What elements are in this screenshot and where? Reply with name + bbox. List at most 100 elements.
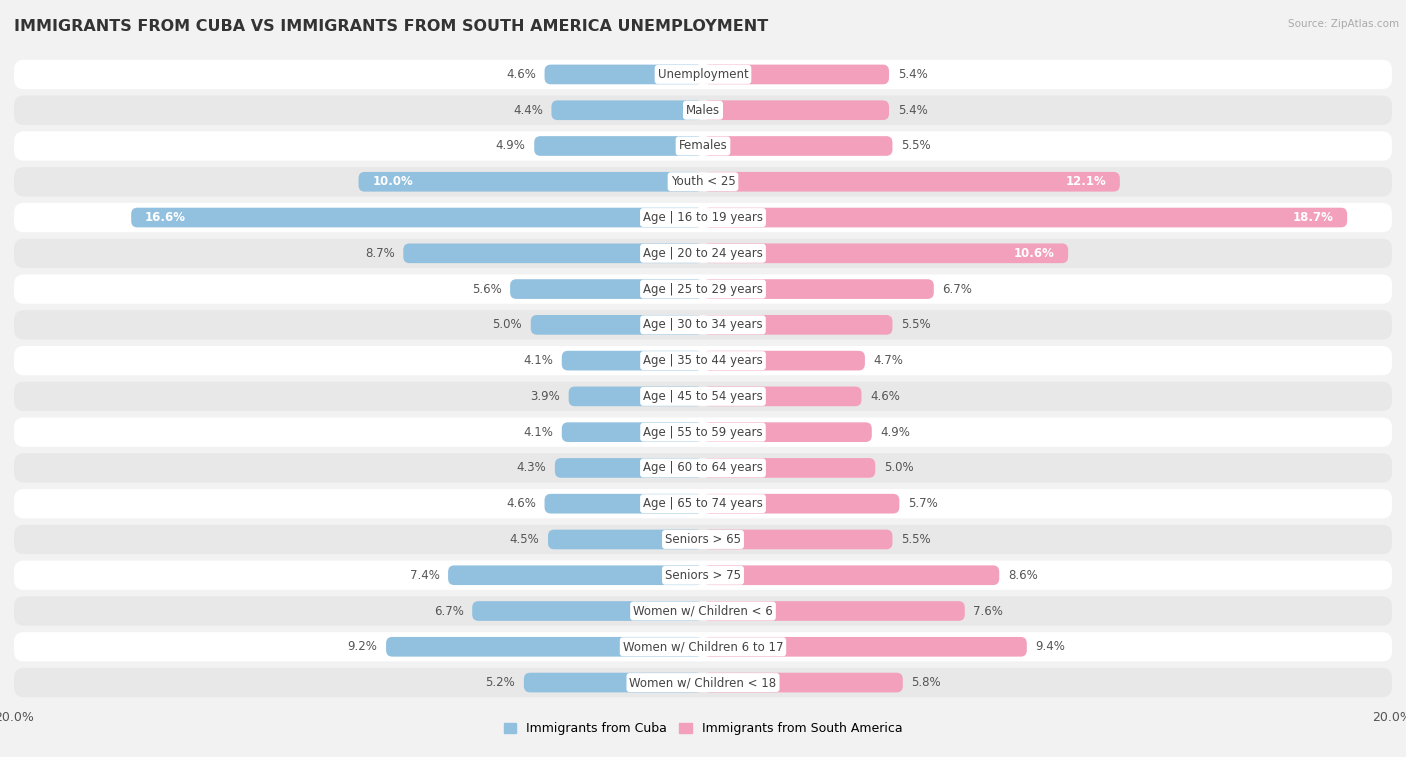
Text: Age | 25 to 29 years: Age | 25 to 29 years bbox=[643, 282, 763, 295]
FancyBboxPatch shape bbox=[703, 422, 872, 442]
Text: 3.9%: 3.9% bbox=[530, 390, 560, 403]
Text: 4.6%: 4.6% bbox=[870, 390, 900, 403]
FancyBboxPatch shape bbox=[703, 172, 1119, 192]
FancyBboxPatch shape bbox=[14, 346, 1392, 375]
Text: 4.6%: 4.6% bbox=[506, 497, 536, 510]
FancyBboxPatch shape bbox=[14, 274, 1392, 304]
Text: 6.7%: 6.7% bbox=[433, 605, 464, 618]
Text: Women w/ Children < 18: Women w/ Children < 18 bbox=[630, 676, 776, 689]
FancyBboxPatch shape bbox=[534, 136, 703, 156]
Text: Females: Females bbox=[679, 139, 727, 152]
Text: 16.6%: 16.6% bbox=[145, 211, 186, 224]
Text: 4.1%: 4.1% bbox=[523, 354, 553, 367]
Text: 10.0%: 10.0% bbox=[373, 176, 413, 188]
FancyBboxPatch shape bbox=[510, 279, 703, 299]
FancyBboxPatch shape bbox=[131, 207, 703, 227]
Text: Age | 30 to 34 years: Age | 30 to 34 years bbox=[643, 319, 763, 332]
Text: 8.6%: 8.6% bbox=[1008, 569, 1038, 581]
FancyBboxPatch shape bbox=[359, 172, 703, 192]
Text: 9.2%: 9.2% bbox=[347, 640, 377, 653]
FancyBboxPatch shape bbox=[703, 601, 965, 621]
Text: 4.6%: 4.6% bbox=[506, 68, 536, 81]
FancyBboxPatch shape bbox=[14, 489, 1392, 519]
FancyBboxPatch shape bbox=[562, 422, 703, 442]
Text: 18.7%: 18.7% bbox=[1292, 211, 1333, 224]
FancyBboxPatch shape bbox=[14, 238, 1392, 268]
Text: 7.4%: 7.4% bbox=[409, 569, 440, 581]
FancyBboxPatch shape bbox=[703, 387, 862, 407]
Text: 4.7%: 4.7% bbox=[873, 354, 904, 367]
Text: 5.5%: 5.5% bbox=[901, 533, 931, 546]
Text: Age | 16 to 19 years: Age | 16 to 19 years bbox=[643, 211, 763, 224]
FancyBboxPatch shape bbox=[472, 601, 703, 621]
Text: 7.6%: 7.6% bbox=[973, 605, 1004, 618]
FancyBboxPatch shape bbox=[703, 279, 934, 299]
Text: 10.6%: 10.6% bbox=[1014, 247, 1054, 260]
FancyBboxPatch shape bbox=[555, 458, 703, 478]
FancyBboxPatch shape bbox=[524, 673, 703, 693]
Text: 5.4%: 5.4% bbox=[897, 104, 928, 117]
FancyBboxPatch shape bbox=[703, 244, 1069, 263]
FancyBboxPatch shape bbox=[544, 64, 703, 84]
FancyBboxPatch shape bbox=[14, 668, 1392, 697]
FancyBboxPatch shape bbox=[703, 136, 893, 156]
Text: 4.9%: 4.9% bbox=[496, 139, 526, 152]
FancyBboxPatch shape bbox=[548, 530, 703, 550]
FancyBboxPatch shape bbox=[703, 530, 893, 550]
FancyBboxPatch shape bbox=[544, 494, 703, 513]
Text: 8.7%: 8.7% bbox=[366, 247, 395, 260]
FancyBboxPatch shape bbox=[14, 203, 1392, 232]
FancyBboxPatch shape bbox=[14, 60, 1392, 89]
Text: 4.5%: 4.5% bbox=[509, 533, 540, 546]
FancyBboxPatch shape bbox=[703, 64, 889, 84]
Text: Unemployment: Unemployment bbox=[658, 68, 748, 81]
FancyBboxPatch shape bbox=[14, 453, 1392, 483]
FancyBboxPatch shape bbox=[14, 95, 1392, 125]
Text: 6.7%: 6.7% bbox=[942, 282, 973, 295]
Text: Source: ZipAtlas.com: Source: ZipAtlas.com bbox=[1288, 19, 1399, 29]
Text: 5.5%: 5.5% bbox=[901, 319, 931, 332]
FancyBboxPatch shape bbox=[404, 244, 703, 263]
Text: 5.0%: 5.0% bbox=[492, 319, 522, 332]
Text: 4.3%: 4.3% bbox=[516, 462, 547, 475]
FancyBboxPatch shape bbox=[703, 494, 900, 513]
Text: 5.8%: 5.8% bbox=[911, 676, 941, 689]
FancyBboxPatch shape bbox=[14, 310, 1392, 339]
FancyBboxPatch shape bbox=[703, 565, 1000, 585]
Text: 4.9%: 4.9% bbox=[880, 425, 910, 438]
FancyBboxPatch shape bbox=[703, 315, 893, 335]
Text: 9.4%: 9.4% bbox=[1035, 640, 1066, 653]
FancyBboxPatch shape bbox=[551, 101, 703, 120]
FancyBboxPatch shape bbox=[703, 637, 1026, 656]
FancyBboxPatch shape bbox=[703, 458, 875, 478]
FancyBboxPatch shape bbox=[703, 101, 889, 120]
Text: Youth < 25: Youth < 25 bbox=[671, 176, 735, 188]
Text: Age | 20 to 24 years: Age | 20 to 24 years bbox=[643, 247, 763, 260]
Text: Seniors > 75: Seniors > 75 bbox=[665, 569, 741, 581]
Text: Age | 55 to 59 years: Age | 55 to 59 years bbox=[643, 425, 763, 438]
Text: IMMIGRANTS FROM CUBA VS IMMIGRANTS FROM SOUTH AMERICA UNEMPLOYMENT: IMMIGRANTS FROM CUBA VS IMMIGRANTS FROM … bbox=[14, 19, 768, 34]
FancyBboxPatch shape bbox=[449, 565, 703, 585]
FancyBboxPatch shape bbox=[531, 315, 703, 335]
Text: 4.4%: 4.4% bbox=[513, 104, 543, 117]
FancyBboxPatch shape bbox=[14, 167, 1392, 196]
Text: 5.2%: 5.2% bbox=[485, 676, 515, 689]
FancyBboxPatch shape bbox=[568, 387, 703, 407]
FancyBboxPatch shape bbox=[14, 561, 1392, 590]
FancyBboxPatch shape bbox=[562, 350, 703, 370]
Text: Women w/ Children < 6: Women w/ Children < 6 bbox=[633, 605, 773, 618]
Text: Seniors > 65: Seniors > 65 bbox=[665, 533, 741, 546]
FancyBboxPatch shape bbox=[703, 350, 865, 370]
FancyBboxPatch shape bbox=[387, 637, 703, 656]
Text: 4.1%: 4.1% bbox=[523, 425, 553, 438]
FancyBboxPatch shape bbox=[14, 597, 1392, 626]
FancyBboxPatch shape bbox=[14, 632, 1392, 662]
FancyBboxPatch shape bbox=[703, 207, 1347, 227]
Text: 5.5%: 5.5% bbox=[901, 139, 931, 152]
FancyBboxPatch shape bbox=[14, 382, 1392, 411]
Text: Age | 45 to 54 years: Age | 45 to 54 years bbox=[643, 390, 763, 403]
Text: Age | 35 to 44 years: Age | 35 to 44 years bbox=[643, 354, 763, 367]
Text: 5.6%: 5.6% bbox=[472, 282, 502, 295]
Text: 5.4%: 5.4% bbox=[897, 68, 928, 81]
Text: Males: Males bbox=[686, 104, 720, 117]
